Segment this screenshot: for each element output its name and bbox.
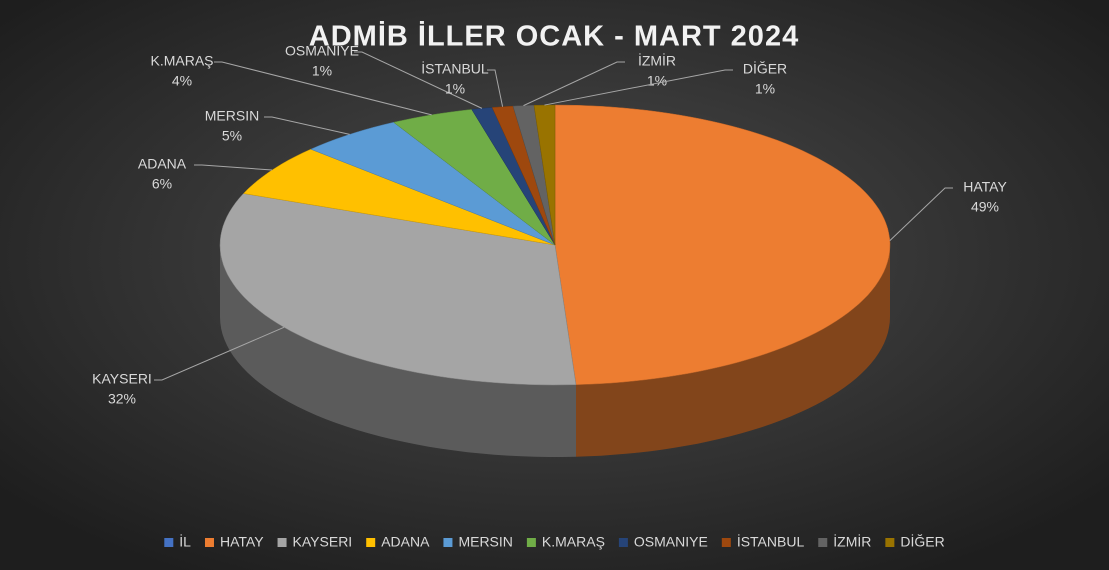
data-label-name: DİĞER bbox=[743, 60, 787, 77]
legend-swatch bbox=[618, 538, 628, 547]
leader-line bbox=[154, 326, 285, 381]
legend-label: İZMİR bbox=[833, 533, 871, 550]
legend-label: ADANA bbox=[381, 534, 430, 550]
chart-title: ADMİB İLLER OCAK - MART 2024 bbox=[309, 21, 799, 53]
data-label-name: İZMİR bbox=[638, 52, 676, 69]
leader-line bbox=[264, 116, 350, 135]
legend-item: DİĞER bbox=[885, 533, 945, 550]
slice bbox=[310, 122, 556, 246]
legend-label: HATAY bbox=[220, 534, 264, 550]
legend-item: K.MARAŞ bbox=[526, 534, 605, 550]
data-label-name: KAYSERI bbox=[92, 371, 152, 387]
data-label-value: 32% bbox=[108, 391, 136, 407]
data-label-value: 4% bbox=[172, 73, 192, 89]
data-label-value: 1% bbox=[445, 81, 465, 97]
legend-swatch bbox=[366, 538, 376, 547]
legend-swatch bbox=[721, 538, 731, 547]
slice bbox=[219, 193, 577, 386]
legend-item: MERSIN bbox=[443, 534, 513, 550]
slice bbox=[554, 104, 891, 385]
legend-label: MERSIN bbox=[458, 534, 512, 550]
leader-line bbox=[544, 69, 733, 106]
slice bbox=[242, 148, 556, 246]
data-label-value: 5% bbox=[222, 128, 242, 144]
data-label-value: 1% bbox=[312, 63, 332, 79]
legend-label: KAYSERI bbox=[293, 534, 353, 550]
legend-item: ADANA bbox=[366, 534, 430, 550]
data-label-name: İSTANBUL bbox=[421, 60, 489, 77]
legend-label: İSTANBUL bbox=[737, 533, 805, 550]
leader-line bbox=[194, 164, 273, 171]
slice-side bbox=[576, 245, 890, 457]
legend-label: İL bbox=[179, 533, 191, 550]
legend-label: OSMANIYE bbox=[634, 534, 708, 550]
leader-line bbox=[214, 61, 432, 116]
data-label-name: HATAY bbox=[963, 179, 1007, 195]
data-label-value: 1% bbox=[647, 73, 667, 89]
legend-swatch bbox=[818, 538, 828, 547]
data-label-name: K.MARAŞ bbox=[150, 53, 213, 69]
slice-side bbox=[220, 245, 576, 457]
slice bbox=[393, 109, 556, 246]
data-label-name: OSMANIYE bbox=[285, 43, 359, 59]
legend-item: İL bbox=[164, 533, 191, 550]
data-label-value: 6% bbox=[152, 176, 172, 192]
legend-swatch bbox=[277, 538, 287, 547]
legend-item: İSTANBUL bbox=[721, 533, 805, 550]
leader-line bbox=[487, 69, 504, 107]
legend-swatch bbox=[526, 538, 536, 547]
legend-swatch bbox=[164, 538, 174, 547]
legend-item: OSMANIYE bbox=[618, 534, 708, 550]
legend-swatch bbox=[204, 538, 214, 547]
data-label-name: ADANA bbox=[138, 156, 187, 172]
legend-item: İZMİR bbox=[818, 533, 871, 550]
data-label-name: MERSIN bbox=[205, 108, 259, 124]
legend-swatch bbox=[885, 538, 895, 547]
leader-line bbox=[523, 61, 625, 107]
leader-line bbox=[354, 51, 483, 109]
legend-swatch bbox=[443, 538, 453, 547]
legend-label: K.MARAŞ bbox=[542, 534, 605, 550]
legend-label: DİĞER bbox=[900, 533, 944, 550]
legend-item: HATAY bbox=[204, 534, 264, 550]
legend-item: KAYSERI bbox=[277, 534, 353, 550]
data-label-value: 1% bbox=[755, 81, 775, 97]
leader-line bbox=[889, 187, 953, 241]
data-label-value: 49% bbox=[971, 199, 999, 215]
